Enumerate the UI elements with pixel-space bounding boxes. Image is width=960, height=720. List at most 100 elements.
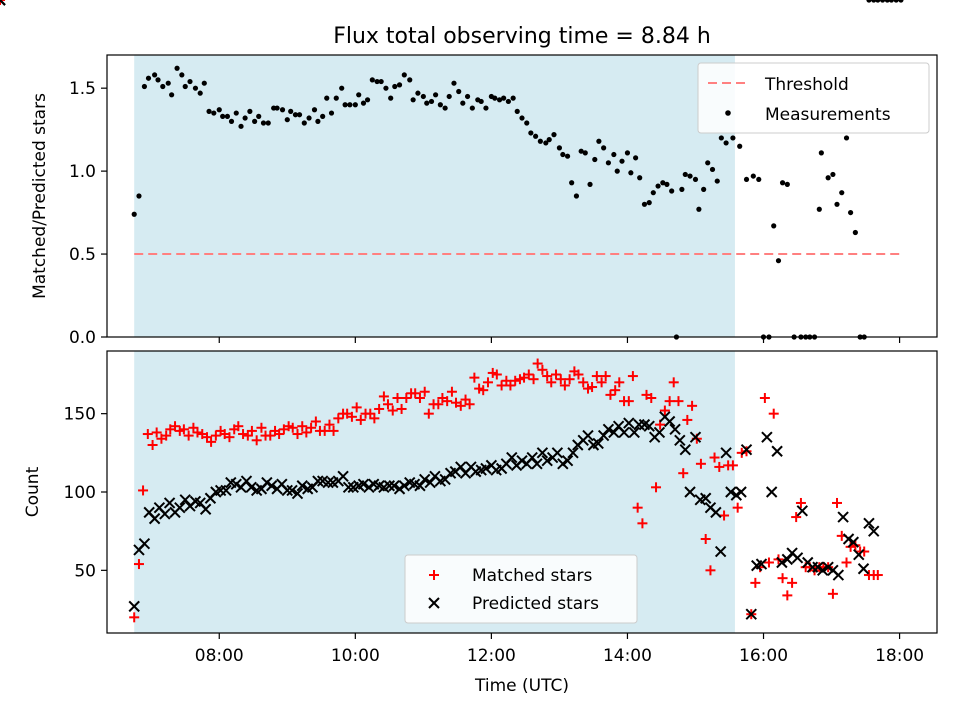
predicted-star-point [592,437,604,450]
predicted-star-point [312,475,324,487]
measurement-point [701,186,707,192]
matched-star-point [791,512,802,523]
matched-star-point [578,377,589,388]
top-y-tick-label: 1.5 [69,79,96,99]
measurement-point [784,181,790,187]
bottom-plot-frame [106,350,938,634]
matched-star-point [673,396,684,407]
measurement-point [174,65,180,71]
predicted-star-point [771,445,783,457]
matched-star-point [646,393,657,403]
legend-matched-label: Matched stars [472,566,592,586]
matched-star-point [423,408,434,419]
measurement-point [775,258,782,264]
predicted-star-point [398,480,411,492]
measurement-point [247,108,253,114]
measurement-point [737,143,743,149]
measurement-point [730,135,736,141]
predicted-star-point [419,473,431,486]
matched-star-point [387,405,398,416]
measurement-point [274,105,280,111]
measurement-point [324,95,330,101]
predicted-star-point [837,511,849,523]
predicted-star-point [199,503,212,515]
matched-star-point [591,371,602,382]
measurement-point [628,170,634,176]
measurement-point [543,140,549,146]
measurement-point [288,108,294,114]
matched-star-point [587,382,598,393]
matched-star-point [351,402,362,413]
matched-star-point [523,369,534,380]
measurement-point [311,107,318,113]
measurement-point [424,100,430,106]
measurement-point [655,183,661,189]
predicted-star-point [761,431,773,443]
matched-star-point [668,377,679,388]
matched-star-point [682,414,693,425]
predicted-star-point [679,443,691,456]
predicted-star-point [163,497,176,509]
x-tick-label: 10:00 [331,646,380,666]
measurement-point [546,137,552,143]
matched-star-point [510,375,521,386]
measurement-point [596,138,602,144]
measurement-point [510,95,516,101]
predicted-star-point [735,486,747,498]
top-y-tick-label: 1.0 [69,162,96,182]
legend-predicted-swatch [428,597,440,609]
measurement-point [718,135,724,141]
predicted-star-point [796,505,809,517]
measurement-point [333,95,339,101]
top-y-tick-label: 0.0 [69,328,96,348]
matched-star-point [224,432,235,443]
measurement-point [145,75,152,81]
matched-star-point [700,534,711,544]
matched-star-point [374,403,385,414]
predicted-star-point [531,458,543,470]
bottom-y-tick-label: 100 [64,483,96,503]
measurement-point [451,80,457,86]
matched-star-point [433,399,444,410]
measurement-point [492,95,498,101]
matched-star-point [705,565,716,576]
measurement-point [256,113,262,119]
matched-star-point [759,393,770,403]
predicted-star-point [740,443,753,456]
measurement-point [839,190,845,196]
matched-star-point [442,396,453,407]
matched-star-point [632,502,643,513]
measurement-point [469,105,475,111]
measurement-point [888,0,895,3]
matched-star-point [614,377,625,388]
measurement-point [605,160,612,166]
measurement-point [750,173,756,179]
measurement-point [228,118,235,124]
measurement-point [528,130,534,136]
matched-star-point [183,430,194,441]
x-tick-label: 08:00 [195,646,244,666]
measurement-point [265,120,271,126]
measurement-point [216,107,222,113]
matched-star-point [292,429,303,440]
bottom-y-tick-label: 50 [74,561,96,581]
matched-star-point [328,425,339,436]
predicted-star-point [689,431,702,443]
measurement-point [238,123,244,129]
measurement-point [420,93,426,100]
matched-star-point [787,577,798,588]
measurement-point [220,113,226,119]
predicted-star-point [561,454,574,467]
measurement-point [587,181,593,187]
measurement-point [825,175,831,181]
predicted-star-point [357,478,370,490]
measurements-series [131,0,904,340]
predicted-star-point [868,525,880,537]
measurement-point [614,168,620,174]
predicted-star-point [281,484,293,497]
predicted-star-point [240,475,253,487]
predicted-star-point [714,545,727,558]
measurement-point [392,83,398,90]
measurement-point [866,0,872,3]
